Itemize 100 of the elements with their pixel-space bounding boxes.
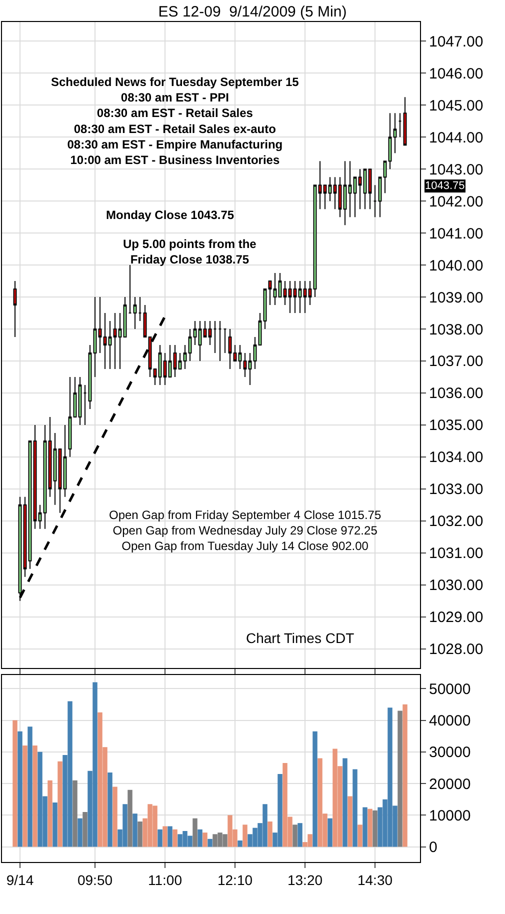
candlestick <box>348 160 352 218</box>
bar <box>172 829 178 847</box>
candlestick <box>113 312 117 370</box>
candlestick <box>188 328 192 362</box>
bar <box>18 731 22 847</box>
bar <box>112 786 118 847</box>
bar <box>358 824 362 847</box>
y-tick-label: 1030.00 <box>429 577 484 594</box>
y-tick-label: 1035.00 <box>429 417 484 434</box>
y-tick-label: 50000 <box>429 680 471 698</box>
candlestick <box>268 280 272 306</box>
candlestick <box>133 296 137 330</box>
bar <box>32 746 38 847</box>
bar <box>298 823 302 847</box>
y-tick-label: 1037.00 <box>429 353 484 370</box>
x-tick-label: 9/14 <box>6 872 34 888</box>
candlestick <box>213 320 217 354</box>
candlestick <box>218 320 222 362</box>
candlestick <box>298 280 302 314</box>
candlestick <box>223 328 227 354</box>
candlestick <box>13 280 17 338</box>
candlestick <box>248 352 252 386</box>
bar <box>242 824 248 847</box>
candlestick <box>63 424 67 498</box>
y-tick-label: 1028.00 <box>429 641 484 658</box>
candlestick <box>173 344 177 378</box>
candlestick <box>263 288 267 330</box>
bar <box>202 832 208 847</box>
candlestick <box>108 320 112 370</box>
candlestick <box>123 296 127 338</box>
x-tick-label: 14:30 <box>357 872 393 888</box>
candlestick <box>273 272 277 306</box>
chart-title: ES 12-09 9/14/2009 (5 Min) <box>158 3 347 20</box>
bar <box>78 818 82 847</box>
y-tick-label: 1043.00 <box>429 161 484 178</box>
candlestick <box>58 448 62 514</box>
x-tick-label: 09:50 <box>77 872 113 888</box>
bar <box>168 826 172 847</box>
candlestick <box>363 168 367 210</box>
y-tick-label: 1034.00 <box>429 449 484 466</box>
candlestick <box>398 112 402 138</box>
candlestick <box>293 280 297 314</box>
bar <box>192 818 198 847</box>
bar <box>138 822 142 847</box>
candlestick <box>68 376 72 458</box>
y-tick-label: 1036.00 <box>429 385 484 402</box>
y-tick-label: 1042.00 <box>429 193 484 210</box>
candlestick <box>288 280 292 314</box>
candlestick <box>128 264 132 314</box>
candlestick <box>308 280 312 306</box>
candlestick <box>98 296 102 354</box>
candlestick <box>318 160 322 210</box>
candlestick <box>303 280 307 314</box>
bar <box>402 704 408 847</box>
candlestick <box>183 344 187 370</box>
bar <box>312 731 318 847</box>
bar <box>48 780 52 847</box>
y-tick-label: 1046.00 <box>429 65 484 82</box>
candlestick <box>163 352 167 386</box>
y-tick-label: 30000 <box>429 744 471 762</box>
bar <box>108 772 112 847</box>
bar <box>12 720 18 847</box>
candlestick <box>278 272 282 298</box>
candlestick <box>373 184 377 218</box>
bar <box>162 826 168 847</box>
candlestick <box>38 504 42 530</box>
y-tick-label: 1041.00 <box>429 225 484 242</box>
candlestick <box>193 320 197 346</box>
bar <box>348 796 352 847</box>
candlestick <box>243 352 247 378</box>
bar <box>352 769 358 847</box>
candlestick <box>43 424 47 530</box>
bar <box>372 810 378 847</box>
candlestick <box>208 320 212 346</box>
candlestick <box>53 432 57 506</box>
candlestick <box>283 280 287 306</box>
candlestick <box>328 176 332 202</box>
annotation: Scheduled News for Tuesday September 15 08:30 am EST - PPI 08:30 am EST - Retail Sales 08:30 am EST - Retail Sales ex-auto 08:30 am EST - Empire Manufacturing 10:00 am EST - Business Inventories <box>51 75 300 167</box>
candlestick <box>103 312 107 370</box>
bar <box>72 780 78 847</box>
bar <box>128 790 132 847</box>
y-tick-label: 1044.00 <box>429 129 484 146</box>
annotation: Open Gap from Friday September 4 Close 1015.75 Open Gap from Wednesday July 29 Close 972.25 Open Gap from Tuesday July 14 Close 902.00 <box>109 508 382 554</box>
bar <box>132 814 138 847</box>
bar <box>238 840 242 847</box>
bar <box>22 746 28 847</box>
candlestick <box>93 296 97 378</box>
bar <box>82 812 88 847</box>
bar <box>52 802 58 847</box>
y-tick-label: 1038.00 <box>429 321 484 338</box>
y-tick-label: 1032.00 <box>429 513 484 530</box>
candlestick <box>393 112 397 154</box>
bar <box>342 758 348 847</box>
bar <box>158 829 162 847</box>
candlestick <box>353 176 357 218</box>
candlestick <box>33 424 37 530</box>
candlestick <box>143 304 147 338</box>
bar <box>328 818 332 847</box>
annotation: Up 5.00 points from the Friday Close 1038.75 <box>123 237 257 267</box>
candlestick <box>203 320 207 338</box>
